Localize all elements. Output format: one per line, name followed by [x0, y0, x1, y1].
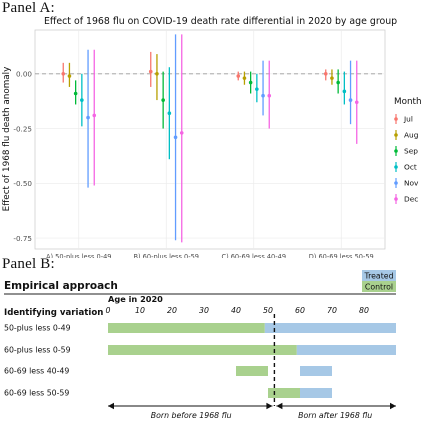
treatment-legend: Treated Control	[362, 270, 396, 292]
arrow-head-cutoff-left	[266, 402, 273, 410]
identifying-variation-label: Identifying variation	[4, 308, 103, 318]
point	[342, 89, 347, 94]
age-tick-label: 10	[135, 306, 145, 315]
panel-b-header: Empirical approach	[4, 280, 118, 292]
x-tick-labels: A) 50-plus less 0-49 B) 60-plus less 0-59…	[46, 253, 374, 258]
point	[148, 69, 153, 74]
row-label: 50-plus less 0-49	[4, 324, 71, 333]
row-label: 60-plus less 0-59	[4, 346, 71, 355]
control-bar	[236, 366, 268, 376]
point	[167, 111, 172, 116]
born-before-label: Born before 1968 flu	[151, 411, 232, 420]
age-tick-labels: 0 10 20 30 40 50 60 70 80	[106, 306, 369, 315]
legend-label: Control	[365, 283, 393, 292]
row-label: 60-69 less 50-59	[4, 389, 69, 398]
point	[161, 98, 165, 102]
point	[92, 113, 97, 118]
row-label: 60-69 less 40-49	[4, 367, 69, 376]
y-axis-label: Effect of 1968 flu death anomaly	[2, 67, 12, 212]
age-tick-label: 20	[167, 306, 177, 315]
point	[236, 74, 241, 78]
age-tick-label: 30	[199, 306, 209, 315]
y-tick-label: -0.50	[13, 179, 32, 188]
y-tick-label: -0.75	[13, 234, 32, 243]
point	[261, 93, 265, 98]
point	[86, 115, 90, 120]
point	[255, 87, 259, 91]
legend-swatch	[362, 270, 396, 281]
x-tick-label: C) 60-69 less 40-49	[221, 253, 286, 258]
point	[173, 135, 178, 140]
variation-rows: 50-plus less 0-49 60-plus less 0-59 60-69 …	[4, 323, 396, 398]
arrow-head-left	[108, 402, 114, 410]
point	[179, 131, 184, 135]
legend: Jul Aug Sep Oct Nov Dec	[394, 114, 419, 204]
legend-label: Jul	[403, 115, 413, 124]
legend-key-point	[394, 197, 398, 201]
point	[248, 80, 253, 85]
age-tick-label: 40	[231, 306, 241, 315]
control-bar	[108, 323, 265, 333]
legend-key-point	[394, 149, 398, 153]
point	[73, 91, 78, 96]
x-tick-label: A) 50-plus less 0-49	[46, 253, 112, 258]
y-tick-labels: 0.00 -0.25 -0.50 -0.75	[13, 70, 32, 243]
x-tick-label: D) 60-69 less 50-59	[309, 253, 374, 258]
legend-label: Oct	[404, 163, 417, 172]
age-axis-title: Age in 2020	[108, 294, 163, 304]
age-tick-label: 50	[263, 306, 273, 315]
panel-b-label: Panel B:	[2, 256, 55, 272]
birth-arrows	[108, 402, 396, 410]
legend-key-point	[394, 117, 398, 121]
treated-bar	[264, 323, 396, 333]
legend-key-point	[394, 181, 398, 185]
control-bar	[268, 388, 300, 398]
treated-bar	[300, 366, 332, 376]
point	[354, 100, 359, 105]
point	[330, 76, 334, 80]
y-tick-label: -0.25	[13, 124, 32, 133]
y-tick-label: 0.00	[16, 70, 32, 79]
legend-label: Dec	[404, 195, 418, 204]
point	[336, 80, 340, 85]
arrow-head-right	[390, 402, 396, 410]
age-tick-label: 70	[327, 306, 337, 315]
diagram-b: Empirical approach Treated Control Identi…	[4, 270, 396, 420]
chart-a: Effect of 1968 flu on COVID-19 death rat…	[2, 16, 422, 258]
legend-swatch	[362, 281, 396, 292]
point	[267, 93, 272, 98]
point	[323, 72, 328, 76]
treated-bar	[296, 345, 396, 355]
legend-key-point	[394, 133, 398, 137]
point	[155, 72, 159, 76]
point	[80, 98, 84, 102]
point	[348, 98, 353, 102]
born-after-label: Born after 1968 flu	[298, 411, 372, 420]
age-tick-label: 80	[359, 306, 369, 315]
arrow-head-cutoff-right	[276, 402, 283, 410]
legend-label: Aug	[404, 131, 419, 140]
point	[61, 72, 66, 76]
treated-bar	[300, 388, 332, 398]
x-tick-label: B) 60-plus less 0-59	[133, 253, 199, 258]
legend-key-point	[394, 165, 398, 169]
legend-title: Month	[394, 97, 422, 107]
control-bar	[108, 345, 297, 355]
legend-label: Treated	[363, 272, 393, 281]
legend-label: Nov	[404, 179, 419, 188]
chart-title: Effect of 1968 flu on COVID-19 death rat…	[44, 16, 397, 27]
legend-label: Sep	[404, 147, 418, 156]
plot-panel	[34, 29, 386, 250]
point	[67, 74, 72, 78]
panel-a-label: Panel A:	[2, 0, 55, 16]
chart-marks	[61, 34, 359, 243]
age-tick-label: 0	[106, 306, 111, 315]
point	[242, 76, 247, 80]
age-tick-label: 60	[295, 306, 305, 315]
